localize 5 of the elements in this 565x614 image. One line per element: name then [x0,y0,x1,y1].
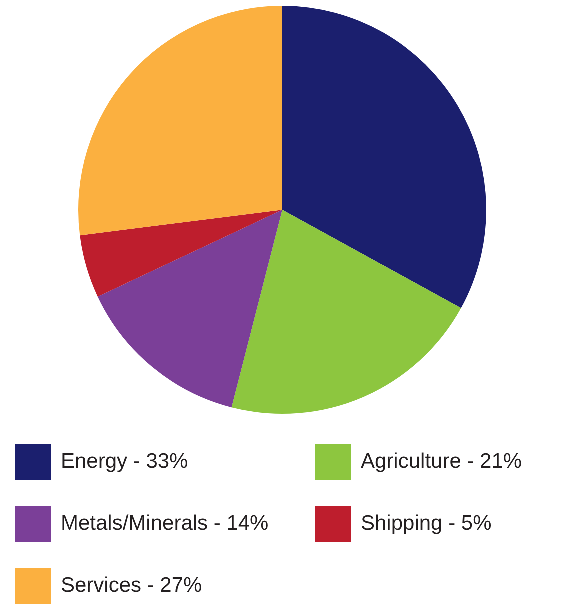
legend-label: Agriculture - 21% [361,450,522,474]
legend-label: Shipping - 5% [361,512,492,536]
legend-label: Metals/Minerals - 14% [61,512,269,536]
legend-label: Energy - 33% [61,450,188,474]
legend-label: Services - 27% [61,574,202,598]
